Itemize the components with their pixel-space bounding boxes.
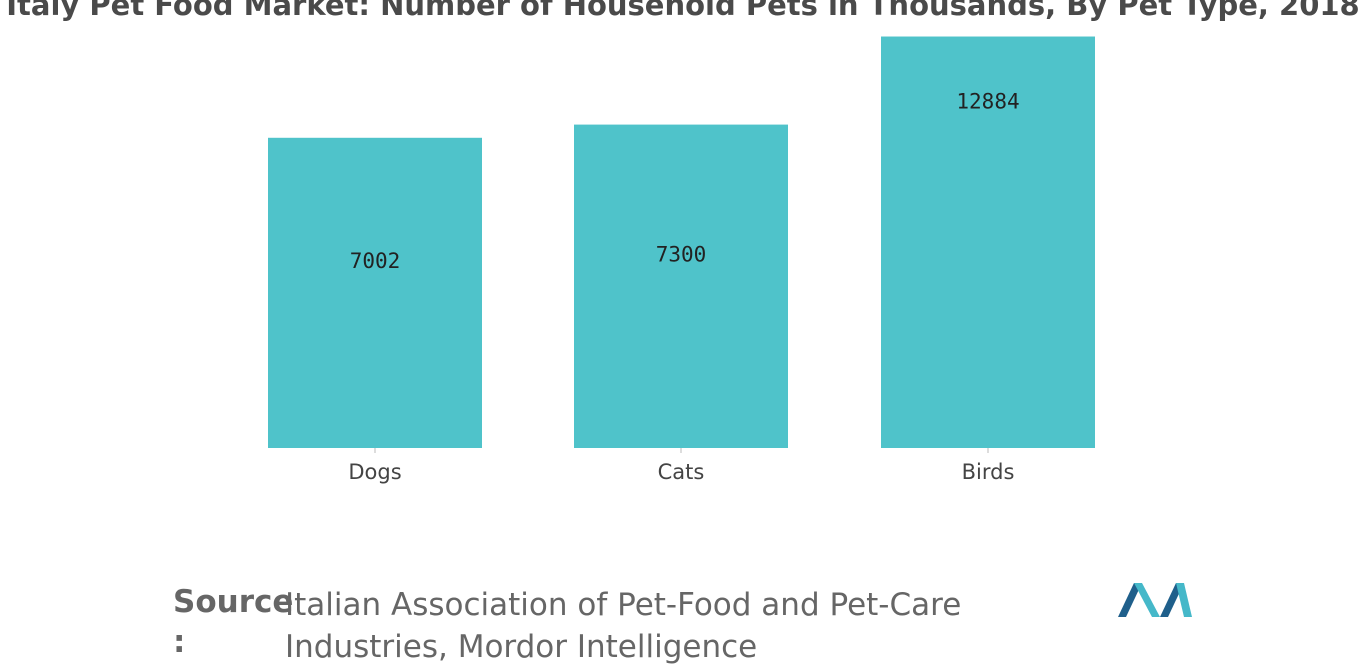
bar-birds bbox=[881, 36, 1095, 449]
bar-chart: 7002 Dogs 7300 Cats 12884 Birds bbox=[268, 36, 1095, 484]
labels-layer: 7002 Dogs 7300 Cats 12884 Birds bbox=[348, 89, 1019, 484]
data-label: 7002 bbox=[350, 249, 401, 273]
mordor-intelligence-logo-icon bbox=[1118, 583, 1192, 617]
source-label: Source bbox=[173, 584, 294, 620]
source-text: Italian Association of Pet-Food and Pet-… bbox=[285, 587, 962, 665]
data-label: 7300 bbox=[656, 242, 707, 266]
bar-dogs bbox=[268, 137, 482, 449]
data-label: 12884 bbox=[956, 89, 1019, 113]
chart-title: Italy Pet Food Market: Number of Househo… bbox=[6, 0, 1360, 22]
bars-layer bbox=[268, 36, 1095, 453]
logo-mid-shape bbox=[1134, 583, 1160, 617]
logo-left-shape bbox=[1118, 583, 1142, 617]
x-tick-label: Cats bbox=[658, 460, 705, 484]
x-tick-label: Birds bbox=[962, 460, 1015, 484]
logo-right-bar bbox=[1176, 583, 1192, 617]
x-tick-label: Dogs bbox=[348, 460, 401, 484]
source-colon: : bbox=[173, 624, 186, 660]
bar-cats bbox=[574, 124, 788, 449]
